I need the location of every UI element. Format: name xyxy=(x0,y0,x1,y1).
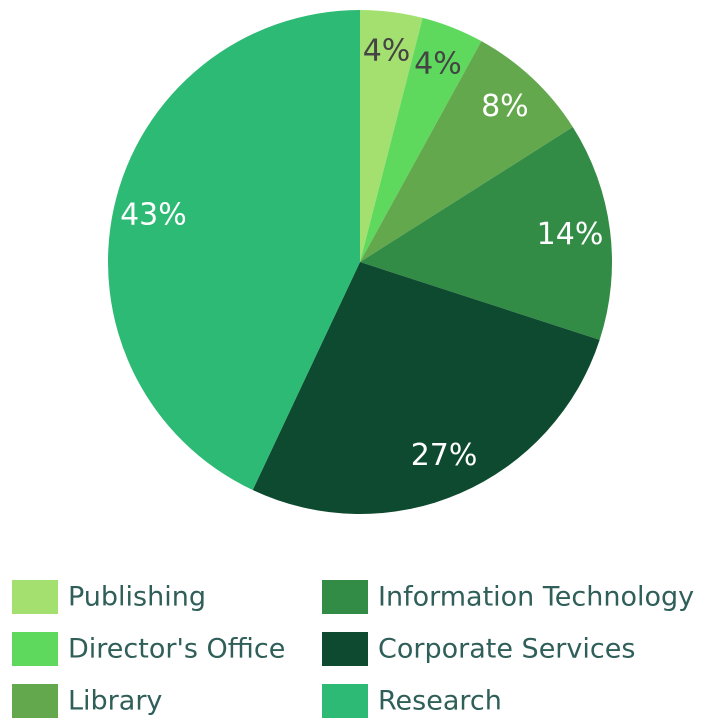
data-label: 4% xyxy=(363,33,411,68)
pie-slice xyxy=(360,126,612,340)
data-label: 4% xyxy=(414,47,462,82)
pie-slice xyxy=(360,10,423,262)
legend-swatch xyxy=(322,580,368,614)
data-label: 27% xyxy=(411,438,478,473)
legend-swatch xyxy=(322,632,368,666)
pie-slice xyxy=(360,17,482,263)
legend-swatch xyxy=(12,632,58,666)
data-label: 43% xyxy=(120,197,187,232)
pie-slice xyxy=(107,10,361,491)
pie-slice xyxy=(252,262,600,515)
legend-label: Corporate Services xyxy=(378,634,635,665)
legend-swatch xyxy=(12,684,58,718)
legend-label: Information Technology xyxy=(378,582,694,613)
pie-slice xyxy=(360,41,573,262)
data-label: 14% xyxy=(537,217,604,252)
legend-swatch xyxy=(12,580,58,614)
data-label: 8% xyxy=(481,89,529,124)
legend-label: Research xyxy=(378,686,502,717)
legend-label: Publishing xyxy=(68,582,206,613)
legend-label: Library xyxy=(68,686,162,717)
legend-swatch xyxy=(322,684,368,718)
legend-label: Director's Office xyxy=(68,634,285,665)
